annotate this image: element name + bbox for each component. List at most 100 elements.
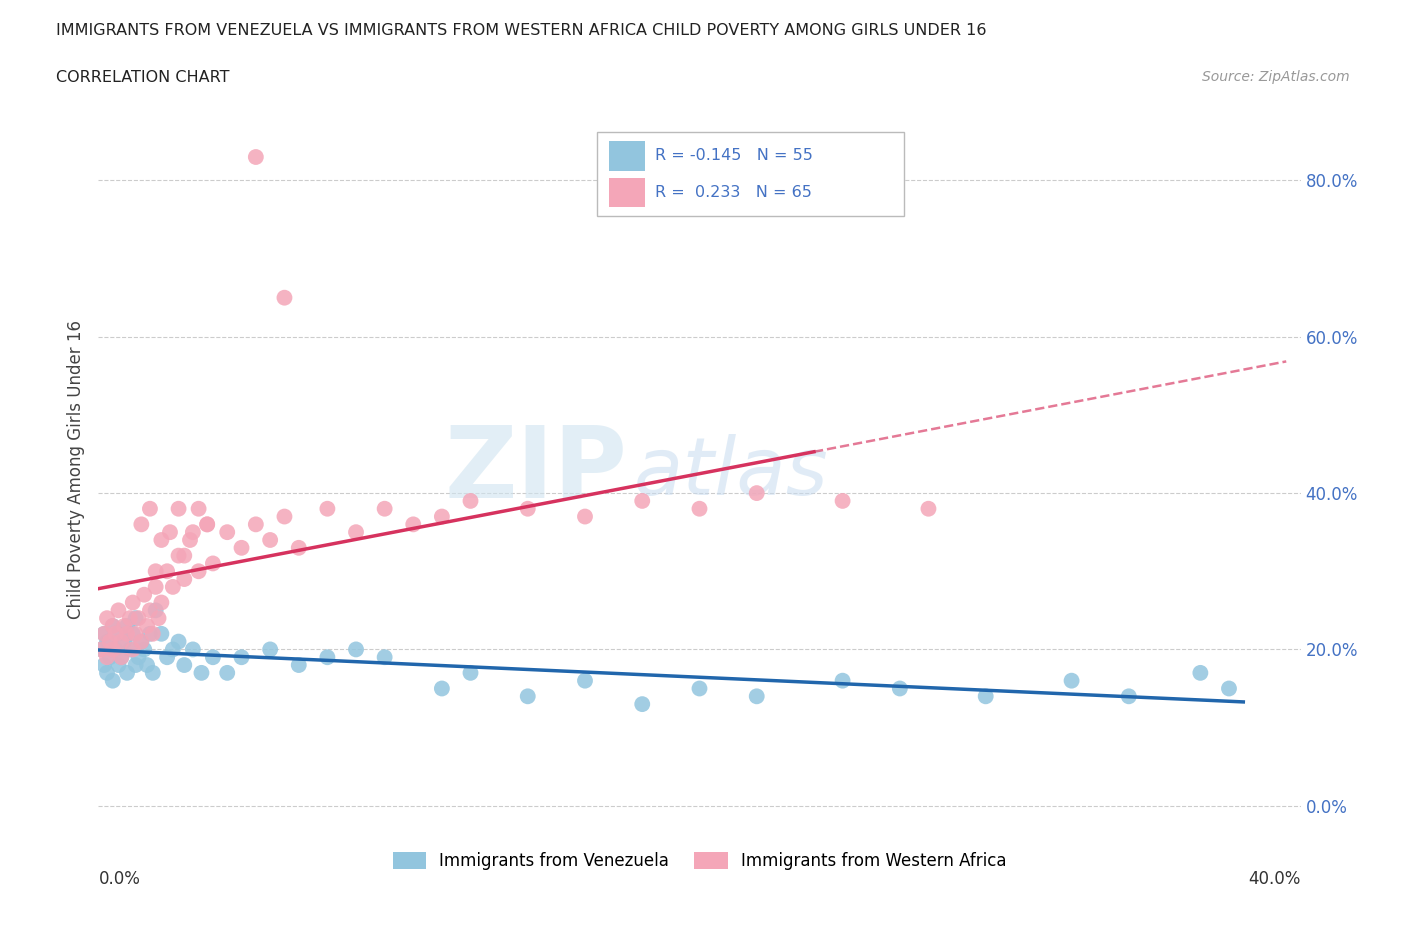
Point [101,642,124,657]
Point [115,618,138,633]
Point [115,666,138,681]
Point [374,501,396,516]
Point [430,681,453,696]
Point [231,650,253,665]
Point [173,658,195,672]
Text: R =  0.233   N = 65: R = 0.233 N = 65 [655,185,811,200]
Point [217,666,239,681]
Point [115,626,138,641]
Point [107,626,129,641]
Point [112,634,135,649]
Point [574,673,596,688]
Point [121,626,143,641]
Point [124,658,146,672]
Point [139,626,162,641]
Point [159,525,181,539]
Point [231,540,253,555]
Point [259,642,281,657]
Point [1060,673,1083,688]
Text: 40.0%: 40.0% [1249,870,1301,888]
Point [287,540,309,555]
Point [148,611,170,626]
Point [374,650,396,665]
Point [136,618,159,633]
Point [98,634,121,649]
Point [273,509,295,524]
Point [124,626,146,641]
Point [96,650,118,665]
Point [181,525,204,539]
Point [190,666,212,681]
Point [150,533,173,548]
Point [156,564,179,578]
Point [173,572,195,587]
Point [460,666,482,681]
Point [688,681,710,696]
Bar [609,178,645,207]
Point [344,525,367,539]
Point [1118,689,1140,704]
Point [181,642,204,657]
Point [131,517,153,532]
Point [107,658,129,672]
Point [131,634,153,649]
Point [316,501,339,516]
Point [460,494,482,509]
Point [631,494,654,509]
Point [273,290,295,305]
Point [162,579,184,594]
Text: IMMIGRANTS FROM VENEZUELA VS IMMIGRANTS FROM WESTERN AFRICA CHILD POVERTY AMONG : IMMIGRANTS FROM VENEZUELA VS IMMIGRANTS … [56,23,987,38]
Point [104,626,127,641]
Point [831,673,853,688]
Point [150,595,173,610]
Point [187,501,209,516]
Point [167,548,190,563]
Point [107,603,129,618]
Point [118,611,141,626]
Point [112,618,135,633]
Point [101,673,124,688]
Point [142,626,165,641]
Point [287,658,309,672]
Text: 0.0%: 0.0% [98,870,141,888]
Text: R = -0.145   N = 55: R = -0.145 N = 55 [655,149,813,164]
Point [195,517,218,532]
Point [139,501,162,516]
Point [688,501,710,516]
Point [217,525,239,539]
Point [110,634,132,649]
Point [974,689,997,704]
Point [1218,681,1240,696]
Point [430,509,453,524]
Point [889,681,911,696]
Point [124,611,146,626]
Point [179,533,201,548]
Point [96,611,118,626]
Point [110,650,132,665]
Point [98,650,121,665]
Point [131,634,153,649]
Point [162,642,184,657]
Point [110,650,132,665]
Point [917,501,939,516]
Point [101,618,124,633]
Point [101,618,124,633]
Point [516,501,538,516]
Point [90,642,112,657]
Text: Source: ZipAtlas.com: Source: ZipAtlas.com [1202,70,1350,84]
Y-axis label: Child Poverty Among Girls Under 16: Child Poverty Among Girls Under 16 [66,320,84,619]
Point [93,626,115,641]
Point [134,642,156,657]
Point [167,634,190,649]
Point [156,650,179,665]
Point [574,509,596,524]
Text: CORRELATION CHART: CORRELATION CHART [56,70,229,85]
Point [121,595,143,610]
Point [201,650,224,665]
Point [96,634,118,649]
Point [93,626,115,641]
Point [316,650,339,665]
Point [516,689,538,704]
Point [142,666,165,681]
Point [93,658,115,672]
